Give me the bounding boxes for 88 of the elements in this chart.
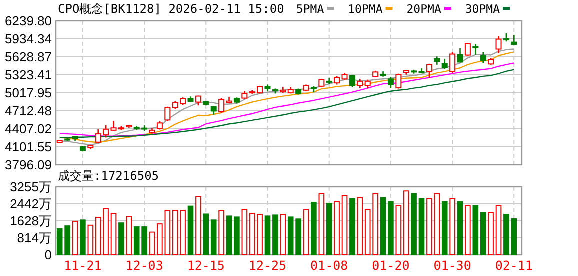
y-tick-label: 6239.80 <box>5 14 52 28</box>
chart-title: 成交量:17216505 <box>58 169 160 183</box>
bar <box>88 224 94 256</box>
x-tick-label: 01-30 <box>434 258 472 273</box>
bar <box>303 209 310 256</box>
chart-title: CPO概念[BK1128] 2026-02-11 15:00 <box>58 2 284 16</box>
legend-label: 10PMA <box>348 2 383 16</box>
y-tick-label: 4101.55 <box>5 140 52 154</box>
bar <box>334 201 340 256</box>
bar <box>426 198 432 256</box>
candlestick <box>464 42 471 57</box>
bar <box>210 220 217 256</box>
candlestick <box>442 58 448 70</box>
bar <box>272 214 278 256</box>
y-tick-label: 814万 <box>17 230 52 246</box>
bar <box>480 212 486 256</box>
candlestick <box>396 73 402 90</box>
bar <box>403 190 410 256</box>
candlestick <box>218 98 225 114</box>
x-tick-label: 01-20 <box>372 258 410 273</box>
y-tick-label: 5628.87 <box>5 50 52 64</box>
bar <box>118 222 124 256</box>
y-tick-label: 0 <box>44 248 52 262</box>
bar <box>450 198 456 256</box>
bar <box>380 197 386 256</box>
candlestick <box>426 63 432 79</box>
bar <box>196 196 202 256</box>
bar <box>418 198 425 256</box>
bar <box>188 206 194 256</box>
candlestick <box>496 35 502 54</box>
bar <box>326 203 332 256</box>
bar <box>350 198 356 256</box>
bar <box>496 205 502 256</box>
bar <box>472 205 479 256</box>
bar <box>511 218 518 256</box>
x-tick-label: 02-11 <box>495 258 533 273</box>
x-tick-label: 12-15 <box>187 258 225 273</box>
bar <box>280 214 286 256</box>
bar <box>434 193 440 256</box>
legend-label: 30PMA <box>465 2 500 16</box>
bar <box>218 210 224 256</box>
y-tick-label: 3255万 <box>10 180 52 194</box>
y-tick-label: 5017.95 <box>5 86 52 100</box>
y-tick-label: 2442万 <box>10 196 52 212</box>
bar <box>110 213 117 256</box>
bar <box>318 193 325 256</box>
candlestick <box>511 34 518 46</box>
bar <box>465 205 471 256</box>
bar <box>226 216 232 256</box>
candlestick <box>457 48 464 64</box>
bar <box>80 220 86 256</box>
bar <box>488 212 494 256</box>
candlestick <box>472 43 479 56</box>
bar <box>72 220 78 256</box>
bar <box>504 214 510 256</box>
x-tick-label: 01-08 <box>310 258 348 273</box>
bar <box>234 216 240 256</box>
y-tick-label: 1628万 <box>10 213 52 228</box>
y-tick-label: 5934.34 <box>5 32 52 46</box>
x-tick-label: 11-21 <box>64 258 102 273</box>
legend-label: 5PMA <box>296 2 324 16</box>
x-tick-label: 12-03 <box>126 258 164 273</box>
bar <box>457 201 464 256</box>
bar <box>396 205 402 256</box>
y-tick-label: 5323.41 <box>5 68 52 82</box>
bar <box>411 193 417 256</box>
bar <box>157 224 163 256</box>
bar <box>311 202 317 256</box>
bar <box>203 214 210 256</box>
x-tick-label: 12-25 <box>248 258 287 273</box>
bar <box>242 209 248 256</box>
y-tick-label: 4407.02 <box>5 122 52 136</box>
candlestick <box>480 52 486 64</box>
legend-label: 20PMA <box>406 2 442 16</box>
candlestick <box>164 106 171 122</box>
bar <box>149 232 156 256</box>
bar <box>264 216 271 256</box>
bar <box>342 195 348 256</box>
bar <box>388 201 394 256</box>
y-tick-label: 4712.48 <box>5 104 52 118</box>
candlestick <box>349 74 356 88</box>
candlestick <box>388 76 394 89</box>
y-tick-label: 3796.09 <box>5 158 52 172</box>
bar <box>357 197 364 256</box>
bar <box>126 216 132 256</box>
candlestick <box>450 52 456 74</box>
bar <box>164 210 171 256</box>
bar <box>442 201 448 256</box>
